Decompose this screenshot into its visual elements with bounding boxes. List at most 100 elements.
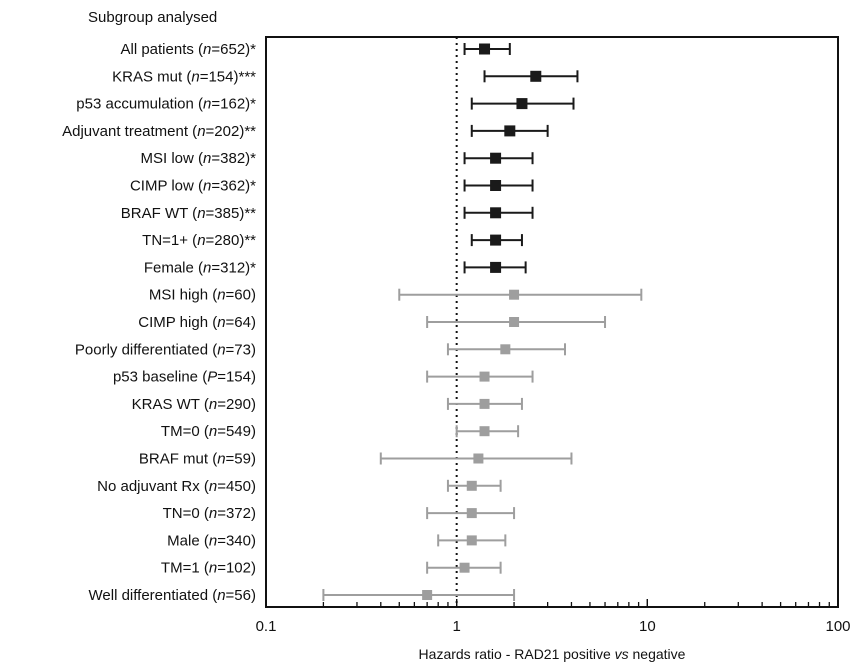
subgroup-label-part: n xyxy=(209,532,217,549)
subgroup-label-part: =60) xyxy=(226,287,256,304)
subgroup-label-part: =64) xyxy=(226,314,256,331)
hazard-ratio-point xyxy=(500,344,511,355)
subgroup-label-part: Well differentiated ( xyxy=(89,587,218,604)
subgroup-label: TN=1+ (n=280)** xyxy=(142,232,256,249)
subgroup-label: Adjuvant treatment (n=202)** xyxy=(62,123,256,140)
subgroup-label-part: =385)** xyxy=(206,205,257,222)
hazard-ratio-point xyxy=(422,590,433,600)
subgroup-label-part: n xyxy=(217,451,225,468)
subgroup-label: TN=0 (n=372) xyxy=(163,505,256,522)
subgroup-label-part: n xyxy=(203,259,211,276)
hazard-ratio-point xyxy=(490,152,502,164)
subgroup-label: TM=0 (n=549) xyxy=(161,423,256,440)
x-axis-tick-labels: 0.1 1 10 100 xyxy=(256,618,851,635)
subgroup-label-part: n xyxy=(217,287,225,304)
subgroup-label-part: Male ( xyxy=(167,532,209,549)
subgroup-label: Female (n=312)* xyxy=(144,259,256,276)
subgroup-label-part: KRAS mut ( xyxy=(112,68,191,85)
subgroup-estimate xyxy=(463,179,534,192)
subgroup-label-part: n xyxy=(209,505,217,522)
subgroup-label: Well differentiated (n=56) xyxy=(89,587,256,604)
hazard-ratio-point xyxy=(530,70,542,82)
subgroup-label-part: n xyxy=(203,41,211,58)
subgroup-label-part: BRAF mut ( xyxy=(139,451,217,468)
subgroup-label: p53 accumulation (n=162)* xyxy=(76,96,256,113)
subgroup-labels: All patients (n=652)*KRAS mut (n=154)***… xyxy=(62,41,256,604)
subgroup-label-part: =102) xyxy=(217,560,256,577)
subgroup-label-part: Adjuvant treatment ( xyxy=(62,123,197,140)
subgroup-estimate xyxy=(463,261,527,274)
subgroup-label-part: n xyxy=(203,178,211,195)
subgroup-estimate xyxy=(463,43,511,55)
subgroup-label-part: =372) xyxy=(217,505,256,522)
subgroup-label-part: No adjuvant Rx ( xyxy=(97,478,209,495)
subgroup-estimate xyxy=(426,561,502,574)
subgroup-estimate xyxy=(322,589,516,601)
subgroup-label-part: =59) xyxy=(226,451,256,468)
subgroup-label: Poorly differentiated (n=73) xyxy=(75,341,256,358)
hazard-ratio-point xyxy=(473,453,484,464)
subgroup-label: KRAS mut (n=154)*** xyxy=(112,68,256,85)
subgroup-label: CIMP low (n=362)* xyxy=(130,178,256,195)
hazard-ratio-point xyxy=(509,289,520,300)
subgroup-estimate xyxy=(463,206,534,219)
subgroup-header: Subgroup analysed xyxy=(88,9,217,26)
subgroup-estimate xyxy=(446,343,567,356)
subgroup-label-part: CIMP high ( xyxy=(138,314,217,331)
hazard-ratio-point xyxy=(479,371,490,382)
subgroup-estimate xyxy=(446,397,523,410)
subgroup-label-part: =202)** xyxy=(206,123,257,140)
subgroup-label-part: =312)* xyxy=(211,259,256,276)
hazard-ratio-point xyxy=(479,398,490,409)
subgroup-label-part: =73) xyxy=(226,341,256,358)
subgroup-label-part: p53 baseline ( xyxy=(113,369,207,386)
hazard-ratio-point xyxy=(479,43,491,55)
subgroup-label: KRAS WT (n=290) xyxy=(132,396,256,413)
subgroup-label-part: Poorly differentiated ( xyxy=(75,341,217,358)
subgroup-label: All patients (n=652)* xyxy=(120,41,256,58)
subgroup-label-part: n xyxy=(209,396,217,413)
subgroup-estimate xyxy=(470,124,549,137)
hazard-ratio-point xyxy=(490,180,502,191)
subgroup-label-part: MSI high ( xyxy=(149,287,217,304)
x-tick-label: 10 xyxy=(639,618,656,635)
subgroup-label-part: n xyxy=(209,478,217,495)
subgroup-label-part: n xyxy=(197,123,205,140)
subgroup-label-part: n xyxy=(217,314,225,331)
subgroup-estimate xyxy=(463,152,534,165)
subgroup-label-part: n xyxy=(217,341,225,358)
hazard-ratio-point xyxy=(504,125,516,137)
subgroup-label-part: =652)* xyxy=(211,41,256,58)
x-tick-label: 0.1 xyxy=(256,618,277,635)
subgroup-label-part: KRAS WT ( xyxy=(132,396,209,413)
subgroup-label-part: n xyxy=(217,587,225,604)
subgroup-label-part: Female ( xyxy=(144,259,203,276)
subgroup-label-part: n xyxy=(209,423,217,440)
x-tick-label: 100 xyxy=(825,618,850,635)
subgroup-label-part: =549) xyxy=(217,423,256,440)
subgroup-label: BRAF mut (n=59) xyxy=(139,451,256,468)
x-axis-label-part: negative xyxy=(629,646,686,662)
subgroup-label-part: CIMP low ( xyxy=(130,178,203,195)
subgroup-label-part: TM=0 ( xyxy=(161,423,209,440)
subgroup-rows xyxy=(322,43,643,601)
subgroup-label: MSI low (n=382)* xyxy=(141,150,257,167)
subgroup-label-part: p53 accumulation ( xyxy=(76,96,203,113)
subgroup-label-part: TN=0 ( xyxy=(163,505,209,522)
x-axis-label-part: Hazards ratio - RAD21 positive xyxy=(419,646,615,662)
subgroup-estimate xyxy=(483,70,579,83)
subgroup-label: CIMP high (n=64) xyxy=(138,314,256,331)
hazard-ratio-point xyxy=(490,207,502,219)
subgroup-label-part: =56) xyxy=(226,587,256,604)
subgroup-label-part: =362)* xyxy=(211,178,256,195)
subgroup-estimate xyxy=(470,97,575,110)
subgroup-label-part: =450) xyxy=(217,478,256,495)
subgroup-estimate xyxy=(379,452,573,465)
subgroup-label-part: =340) xyxy=(217,532,256,549)
x-axis-label-part: vs xyxy=(615,646,629,662)
subgroup-label-part: All patients ( xyxy=(120,41,203,58)
subgroup-label: BRAF WT (n=385)** xyxy=(121,205,256,222)
plot-frame xyxy=(265,36,839,608)
subgroup-label-part: =154) xyxy=(217,369,256,386)
